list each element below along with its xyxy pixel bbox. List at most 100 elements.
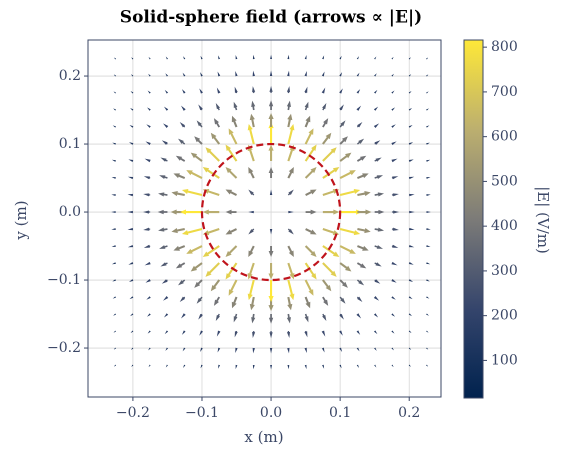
- y-tick-label: −0.2: [47, 340, 81, 356]
- arrow: [391, 193, 399, 197]
- arrow: [248, 245, 255, 258]
- arrow: [148, 347, 151, 351]
- arrow: [143, 193, 151, 197]
- arrow: [304, 245, 317, 258]
- x-axis-label: x (m): [244, 428, 283, 446]
- arrow: [217, 71, 221, 77]
- arrow: [196, 296, 203, 304]
- arrow: [373, 330, 378, 335]
- arrow: [194, 136, 203, 145]
- arrow: [143, 210, 151, 214]
- arrow: [374, 56, 377, 60]
- arrow: [128, 279, 134, 283]
- arrow: [305, 228, 317, 235]
- arrow: [339, 152, 352, 162]
- arrow: [205, 262, 220, 277]
- arrow: [113, 74, 117, 77]
- arrow: [287, 113, 293, 128]
- arrow: [339, 313, 344, 320]
- arrow: [269, 229, 273, 235]
- arrow: [321, 71, 325, 77]
- arrow: [163, 313, 169, 318]
- y-tick-label: 0.1: [59, 136, 81, 152]
- arrow: [356, 122, 363, 128]
- arrow: [305, 189, 317, 196]
- arrow: [127, 227, 134, 231]
- arrow: [198, 313, 203, 320]
- arrow: [356, 89, 361, 94]
- arrow: [113, 347, 117, 350]
- arrow: [252, 364, 255, 370]
- arrow: [391, 261, 398, 266]
- arrow: [160, 157, 168, 162]
- arrow: [426, 313, 429, 316]
- arrow: [391, 141, 397, 146]
- arrow: [234, 86, 238, 94]
- arrow: [252, 330, 256, 339]
- arrow: [322, 296, 329, 306]
- arrow: [426, 194, 431, 196]
- arrow: [408, 244, 415, 248]
- arrow: [322, 188, 340, 197]
- arrow: [171, 227, 185, 234]
- arrow: [131, 364, 134, 367]
- chart-title: Solid-sphere field (arrows ∝ |E|): [120, 8, 422, 28]
- arrow: [426, 245, 431, 247]
- arrow: [408, 296, 413, 300]
- arrow: [130, 347, 134, 350]
- arrow: [202, 209, 220, 215]
- colorbar: [463, 39, 484, 399]
- arrow: [374, 73, 377, 77]
- arrow: [322, 313, 327, 322]
- arrow: [111, 194, 116, 196]
- y-axis-label: y (m): [12, 200, 30, 240]
- arrow: [128, 142, 134, 145]
- arrow: [391, 279, 397, 283]
- arrow: [179, 296, 186, 303]
- arrow: [339, 170, 356, 179]
- arrow: [391, 347, 394, 351]
- arrow: [391, 158, 398, 163]
- arrow: [248, 210, 254, 214]
- arrow: [339, 296, 346, 304]
- arrow: [322, 228, 340, 236]
- arrow: [164, 330, 169, 335]
- arrow: [235, 347, 238, 354]
- arrow: [181, 89, 186, 94]
- colorbar-tick-label: 400: [491, 218, 518, 234]
- arrow: [356, 105, 362, 111]
- arrow: [251, 313, 256, 324]
- arrow: [339, 245, 356, 254]
- arrow: [322, 279, 332, 292]
- arrow: [356, 138, 365, 145]
- arrow: [194, 279, 203, 288]
- arrow: [391, 227, 399, 231]
- arrow: [148, 73, 151, 77]
- arrow: [408, 159, 414, 163]
- arrow: [178, 138, 186, 145]
- arrow: [235, 71, 238, 77]
- arrow: [374, 245, 384, 249]
- arrow: [391, 244, 399, 248]
- arrow: [287, 54, 290, 60]
- arrow: [248, 228, 255, 235]
- arrow: [339, 279, 348, 288]
- arrow: [287, 296, 293, 311]
- arrow: [409, 227, 415, 231]
- arrow: [322, 147, 337, 162]
- arrow: [231, 296, 238, 309]
- arrow: [304, 101, 309, 111]
- arrow: [426, 108, 429, 111]
- arrow: [340, 209, 363, 215]
- arrow: [147, 107, 151, 111]
- arrow: [248, 167, 255, 179]
- arrow: [304, 86, 308, 94]
- arrow: [304, 279, 314, 296]
- arrow: [183, 364, 186, 368]
- arrow: [202, 188, 220, 197]
- arrow: [130, 74, 134, 77]
- arrow: [373, 123, 380, 129]
- arrow: [231, 115, 238, 128]
- arrow: [391, 364, 394, 368]
